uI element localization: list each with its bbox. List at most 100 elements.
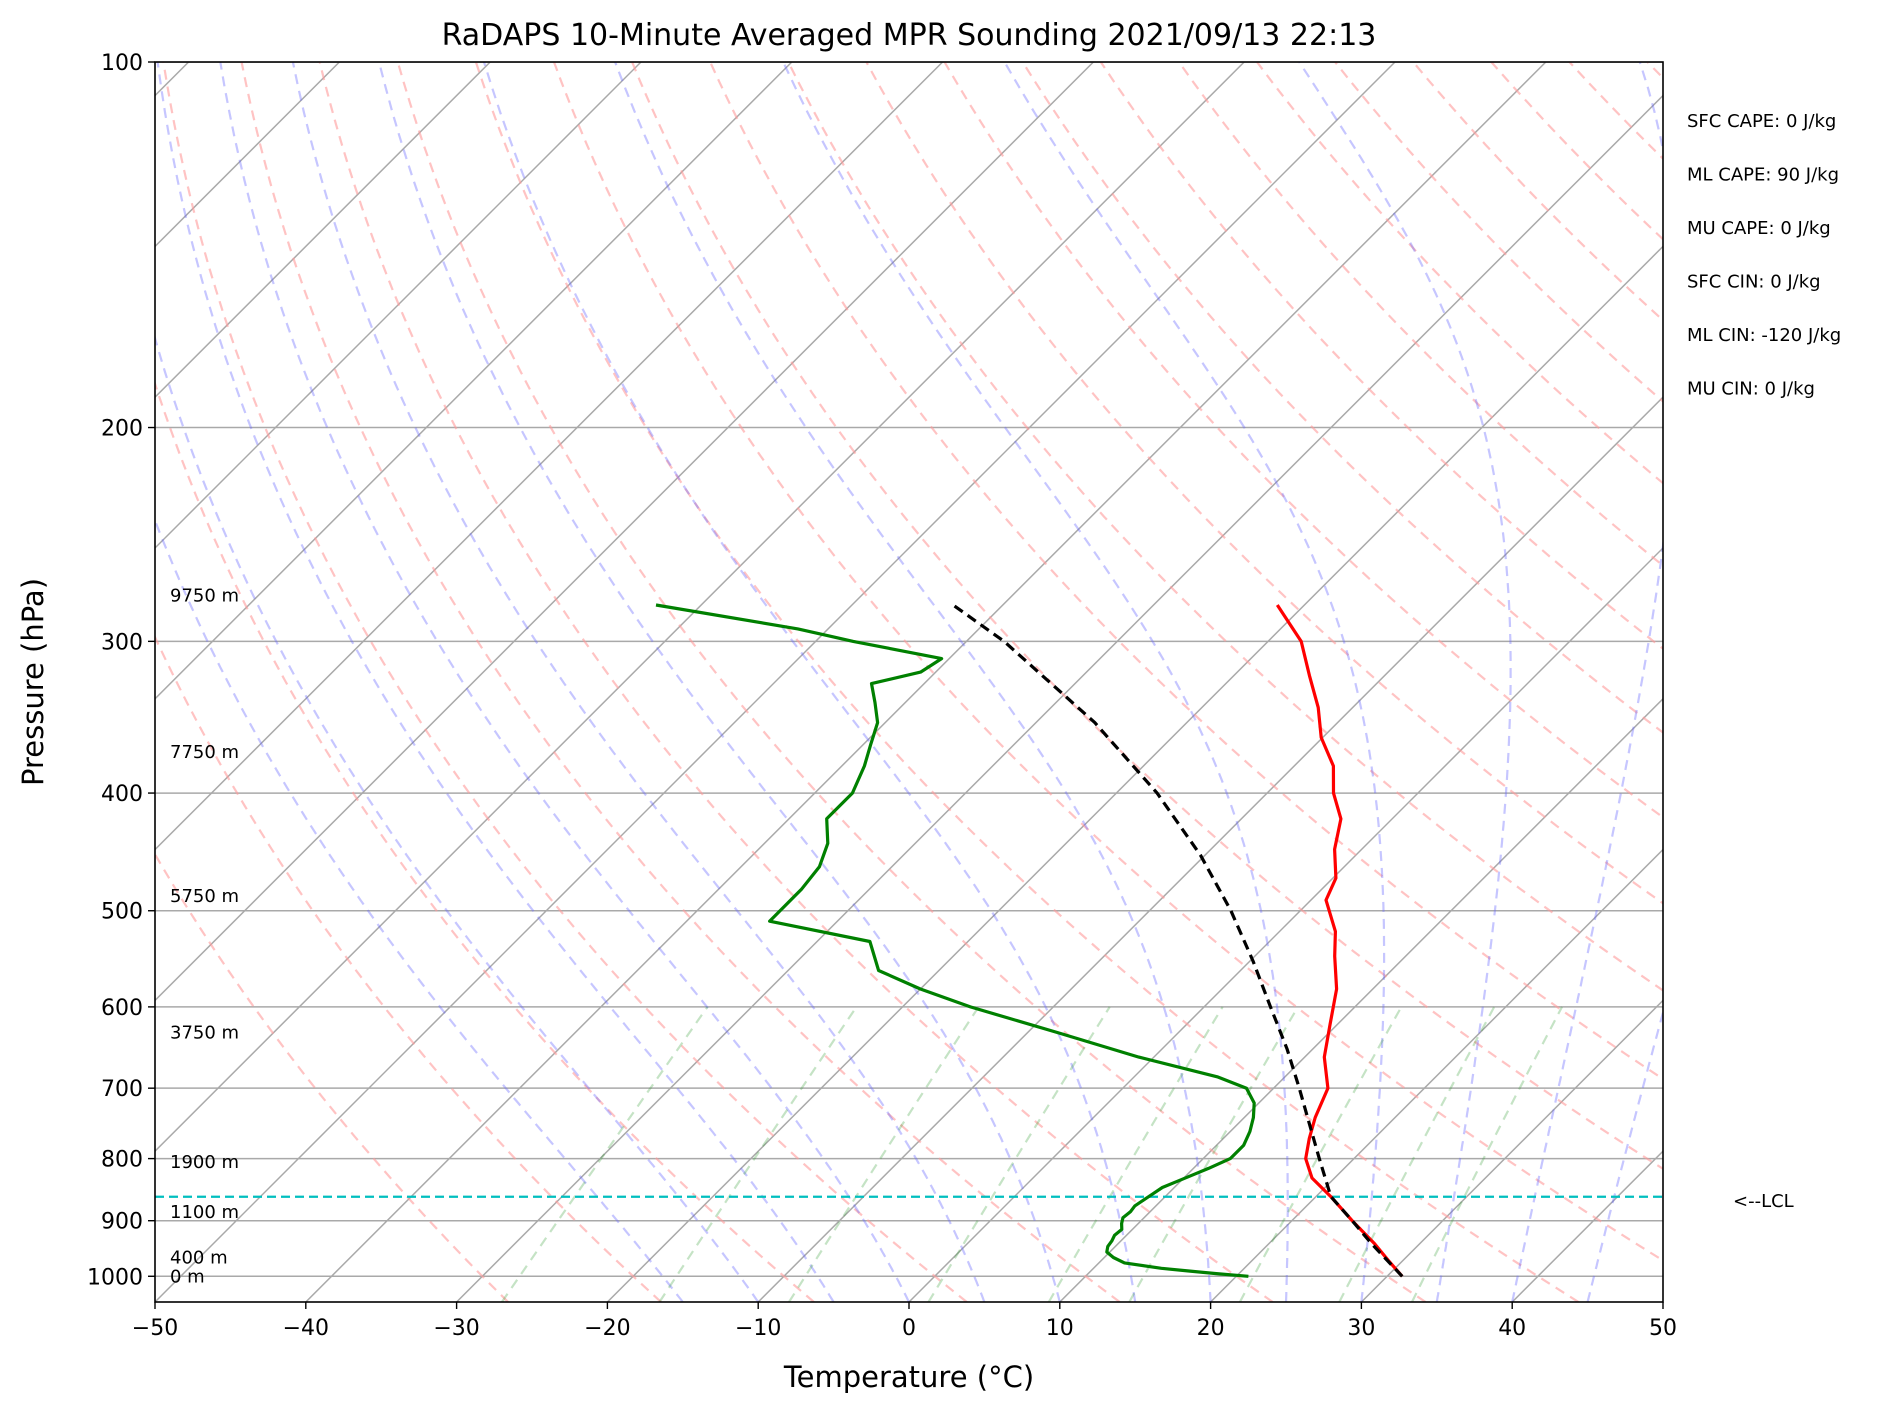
x-tick-label: 50	[1649, 1316, 1677, 1341]
isotherm	[155, 62, 491, 399]
chart-title: RaDAPS 10-Minute Averaged MPR Sounding 2…	[442, 18, 1377, 53]
dry-adiabat	[787, 62, 1663, 992]
isotherm	[305, 62, 1547, 1302]
moist-adiabat	[1586, 1008, 1663, 1302]
dry-adiabat	[1334, 62, 1663, 403]
height-label: 7750 m	[170, 742, 239, 763]
moist-adiabat	[482, 62, 1137, 1302]
stat-line: MU CAPE: 0 J/kg	[1687, 218, 1831, 239]
x-tick-label: −10	[735, 1316, 781, 1341]
dry-adiabat	[1021, 62, 1663, 734]
x-axis: −50 −40 −30 −20 −10 0 10 20 30 40 50	[132, 1302, 1677, 1341]
temperature-line	[1275, 604, 1404, 1278]
lcl-label: <--LCL	[1733, 1191, 1794, 1212]
moist-adiabat	[1298, 62, 1512, 1302]
isotherm	[1511, 1150, 1663, 1302]
dry-adiabat	[1882, 62, 1888, 1302]
isotherms	[155, 62, 1663, 1302]
dry-adiabat	[1646, 62, 1663, 80]
dry-adiabat	[155, 380, 815, 1302]
y-tick-label: 200	[101, 417, 143, 442]
moist-adiabat	[155, 334, 760, 1302]
mixing-ratio-line	[1338, 1006, 1496, 1302]
y-tick-label: 700	[101, 1077, 143, 1102]
height-label: 400 m	[170, 1247, 228, 1268]
x-tick-label: −40	[283, 1316, 329, 1341]
height-label: 1900 m	[170, 1152, 239, 1173]
isotherm	[1360, 999, 1663, 1302]
mixing-ratio-line	[1128, 1006, 1299, 1302]
moist-adiabat	[1003, 62, 1386, 1302]
dry-adiabat	[240, 62, 1121, 1302]
dry-adiabat	[1256, 62, 1663, 485]
dry-adiabat	[155, 852, 509, 1302]
y-tick-label: 900	[101, 1210, 143, 1235]
dry-adiabats	[155, 62, 1888, 1302]
isotherm	[757, 396, 1663, 1302]
x-tick-label: −50	[132, 1316, 178, 1341]
isotherm	[1662, 1300, 1663, 1302]
moist-adiabat	[291, 62, 986, 1302]
isotherm	[155, 62, 1396, 1302]
dry-adiabat	[155, 634, 662, 1302]
x-tick-label: −30	[433, 1316, 479, 1341]
isotherm	[155, 62, 642, 550]
dry-adiabat	[943, 62, 1663, 819]
isobars	[155, 62, 1663, 1278]
isotherm	[155, 62, 340, 248]
x-tick-label: 20	[1197, 1316, 1225, 1341]
y-tick-label: 300	[101, 630, 143, 655]
height-label: 5750 m	[170, 886, 239, 907]
data-lines	[155, 603, 1663, 1278]
dry-adiabat	[162, 62, 968, 1302]
dry-adiabat	[318, 62, 1274, 1302]
dry-adiabat	[1099, 62, 1663, 650]
mixing-ratio-line	[1047, 1006, 1224, 1302]
isotherm	[1059, 697, 1663, 1302]
dry-adiabat	[1726, 62, 1888, 1302]
dry-adiabat	[631, 62, 1663, 1171]
moist-adiabats	[155, 62, 1663, 1302]
y-tick-label: 400	[101, 782, 143, 807]
x-axis-label: Temperature (°C)	[783, 1360, 1034, 1394]
dry-adiabat	[1178, 62, 1663, 567]
dry-adiabat	[1490, 62, 1663, 241]
y-tick-label: 600	[101, 996, 143, 1021]
moist-adiabat	[614, 62, 1212, 1302]
dewpoint-line	[655, 603, 1256, 1278]
stat-line: MU CIN: 0 J/kg	[1687, 379, 1815, 400]
isotherm	[155, 62, 1094, 1002]
mixing-ratio-line	[500, 1006, 709, 1302]
x-tick-label: 10	[1046, 1316, 1074, 1341]
isotherm	[155, 62, 793, 700]
isotherm	[456, 94, 1663, 1302]
isotherm	[155, 62, 944, 851]
x-tick-label: −20	[584, 1316, 630, 1341]
dry-adiabat	[1804, 62, 1888, 1302]
moist-adiabat	[155, 517, 684, 1302]
mixing-ratio-line	[788, 1006, 980, 1302]
height-label: 0 m	[170, 1266, 205, 1287]
y-tick-label: 500	[101, 900, 143, 925]
mixing-ratio-line	[1411, 1006, 1563, 1302]
stat-line: SFC CAPE: 0 J/kg	[1687, 111, 1836, 132]
moist-adiabat	[1511, 62, 1663, 1302]
x-tick-label: 30	[1347, 1316, 1375, 1341]
moist-adiabat	[219, 62, 910, 1302]
mixing-ratio-line	[927, 1006, 1111, 1302]
y-axis-label: Pressure (hPa)	[16, 578, 50, 786]
dry-adiabat	[474, 62, 1580, 1302]
stat-line: ML CIN: -120 J/kg	[1687, 325, 1841, 346]
reference-lines	[155, 62, 1888, 1302]
stat-line: SFC CIN: 0 J/kg	[1687, 272, 1821, 293]
y-axis: 1000 900 800 700 600 500 400 300 200 100	[87, 51, 155, 1290]
height-label: 1100 m	[170, 1202, 239, 1223]
y-tick-label: 800	[101, 1148, 143, 1173]
isotherm	[606, 245, 1663, 1302]
height-label: 9750 m	[170, 585, 239, 606]
mixing-ratio-lines	[500, 1006, 1563, 1302]
moist-adiabat	[782, 62, 1289, 1302]
parcel-line	[952, 603, 1404, 1278]
